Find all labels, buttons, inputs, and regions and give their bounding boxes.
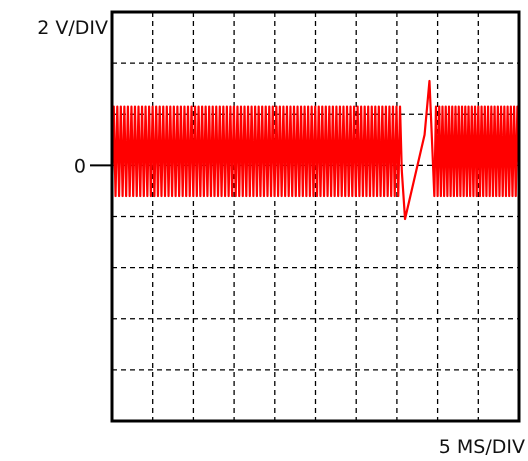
grid <box>112 12 519 421</box>
zero-marker-label: 0 <box>74 155 86 177</box>
trace-series-1 <box>110 79 521 221</box>
y-scale-label: 2 V/DIV <box>37 17 108 39</box>
x-scale-label: 5 MS/DIV <box>439 436 525 458</box>
plot-frame <box>110 10 521 423</box>
